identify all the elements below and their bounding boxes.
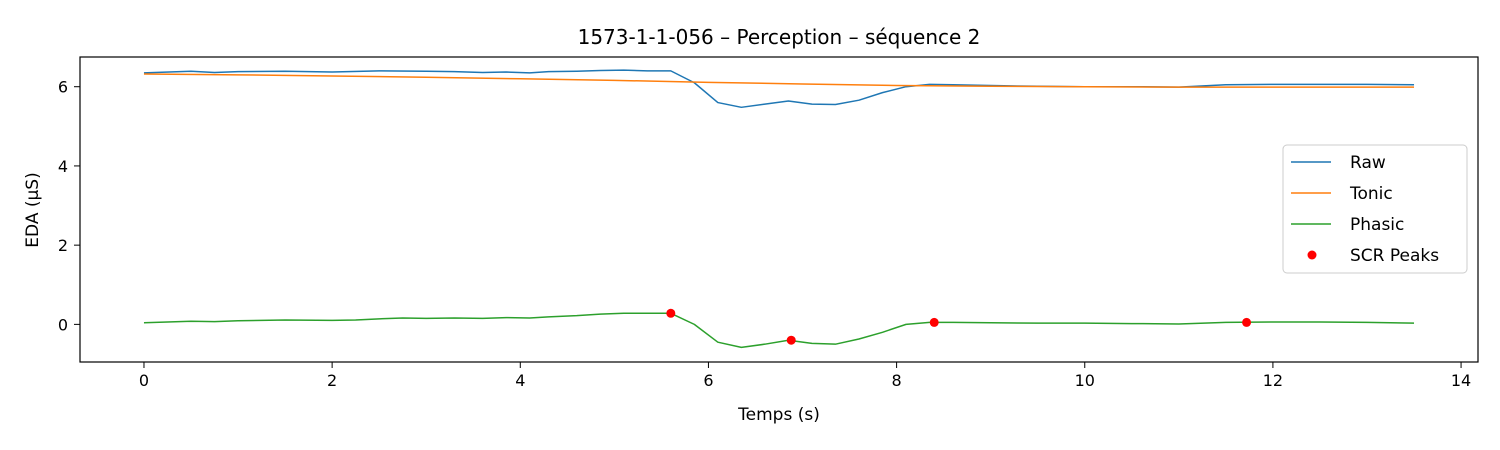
scr-peak-point: [1242, 317, 1252, 327]
x-tick-label: 0: [139, 371, 149, 390]
x-tick-label: 6: [703, 371, 713, 390]
legend-swatch-scr-peaks: [1307, 250, 1317, 260]
x-axis-ticks: 0 2 4 6 8 10 12 14: [139, 362, 1471, 390]
legend-box: [1282, 144, 1468, 274]
legend-label-raw: Raw: [1350, 153, 1386, 173]
scr-peak-point: [666, 308, 676, 318]
x-tick-label: 2: [327, 371, 337, 390]
scr-peak-point: [786, 335, 796, 345]
y-tick-label: 2: [58, 236, 68, 255]
plot-frame: [79, 56, 1479, 363]
legend: Raw Tonic Phasic SCR Peaks: [1282, 144, 1468, 274]
scr-peak-point: [929, 317, 939, 327]
x-tick-label: 14: [1451, 371, 1471, 390]
x-axis-title: Temps (s): [737, 405, 820, 425]
y-tick-label: 0: [58, 315, 68, 334]
y-axis-ticks: 0 2 4 6: [58, 78, 80, 334]
series-line-phasic: [143, 312, 1415, 349]
chart-title: 1573-1-1-056 – Perception – séquence 2: [578, 25, 981, 49]
legend-label-scr-peaks: SCR Peaks: [1350, 246, 1439, 266]
y-tick-label: 6: [58, 78, 68, 97]
y-tick-label: 4: [58, 157, 68, 176]
x-tick-label: 4: [515, 371, 525, 390]
legend-label-tonic: Tonic: [1349, 184, 1393, 204]
series-line-tonic: [143, 73, 1415, 88]
y-axis-title: EDA (µS): [23, 172, 43, 247]
x-tick-label: 12: [1263, 371, 1283, 390]
x-tick-label: 10: [1075, 371, 1095, 390]
plot-area: [143, 69, 1415, 349]
legend-label-phasic: Phasic: [1350, 215, 1404, 235]
x-tick-label: 8: [892, 371, 902, 390]
